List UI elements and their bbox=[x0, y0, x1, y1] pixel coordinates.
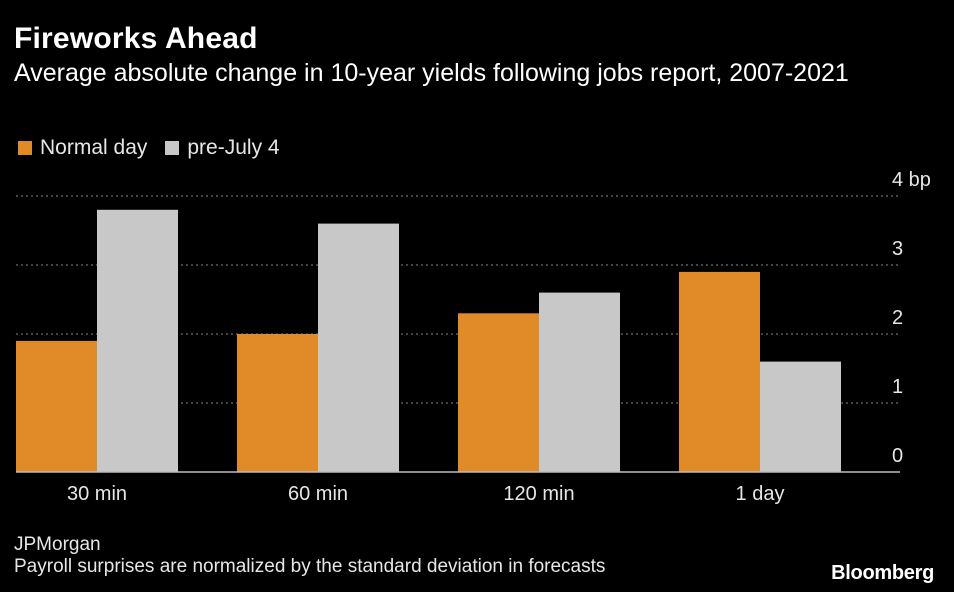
bar-normal-day-120-min bbox=[458, 313, 539, 472]
legend-item-pre-july-4: pre-July 4 bbox=[165, 136, 280, 160]
legend-swatch-pre-july-4 bbox=[165, 141, 180, 155]
legend: Normal day pre-July 4 bbox=[18, 136, 298, 160]
y-tick-label: 1 bbox=[892, 376, 903, 398]
bar-pre-july-4-1-day bbox=[760, 361, 841, 472]
chart-title: Fireworks Ahead bbox=[14, 22, 258, 55]
x-tick-label: 120 min bbox=[503, 483, 574, 505]
legend-swatch-normal-day bbox=[18, 141, 32, 155]
y-tick-label: 2 bbox=[892, 307, 903, 329]
bar-normal-day-30-min bbox=[16, 340, 97, 472]
legend-label-pre-july-4: pre-July 4 bbox=[187, 136, 280, 159]
y-tick-label: 3 bbox=[892, 238, 903, 260]
x-tick-label: 1 day bbox=[736, 483, 785, 505]
bar-normal-day-60-min bbox=[237, 334, 318, 472]
chart-subtitle: Average absolute change in 10-year yield… bbox=[14, 59, 849, 87]
y-tick-label: 0 bbox=[892, 445, 903, 467]
source-text: JPMorgan bbox=[14, 534, 101, 555]
bar-pre-july-4-60-min bbox=[318, 223, 399, 472]
bar-pre-july-4-30-min bbox=[97, 209, 178, 473]
legend-item-normal-day: Normal day bbox=[18, 136, 147, 160]
bloomberg-logo: Bloomberg bbox=[831, 562, 934, 584]
x-tick-label: 30 min bbox=[67, 483, 127, 505]
x-tick-label: 60 min bbox=[288, 483, 348, 505]
legend-label-normal-day: Normal day bbox=[40, 136, 148, 159]
y-tick-label: 4 bp bbox=[892, 169, 931, 191]
bar-normal-day-1-day bbox=[679, 271, 760, 472]
bar-pre-july-4-120-min bbox=[539, 292, 620, 472]
footnote-text: Payroll surprises are normalized by the … bbox=[14, 556, 606, 577]
